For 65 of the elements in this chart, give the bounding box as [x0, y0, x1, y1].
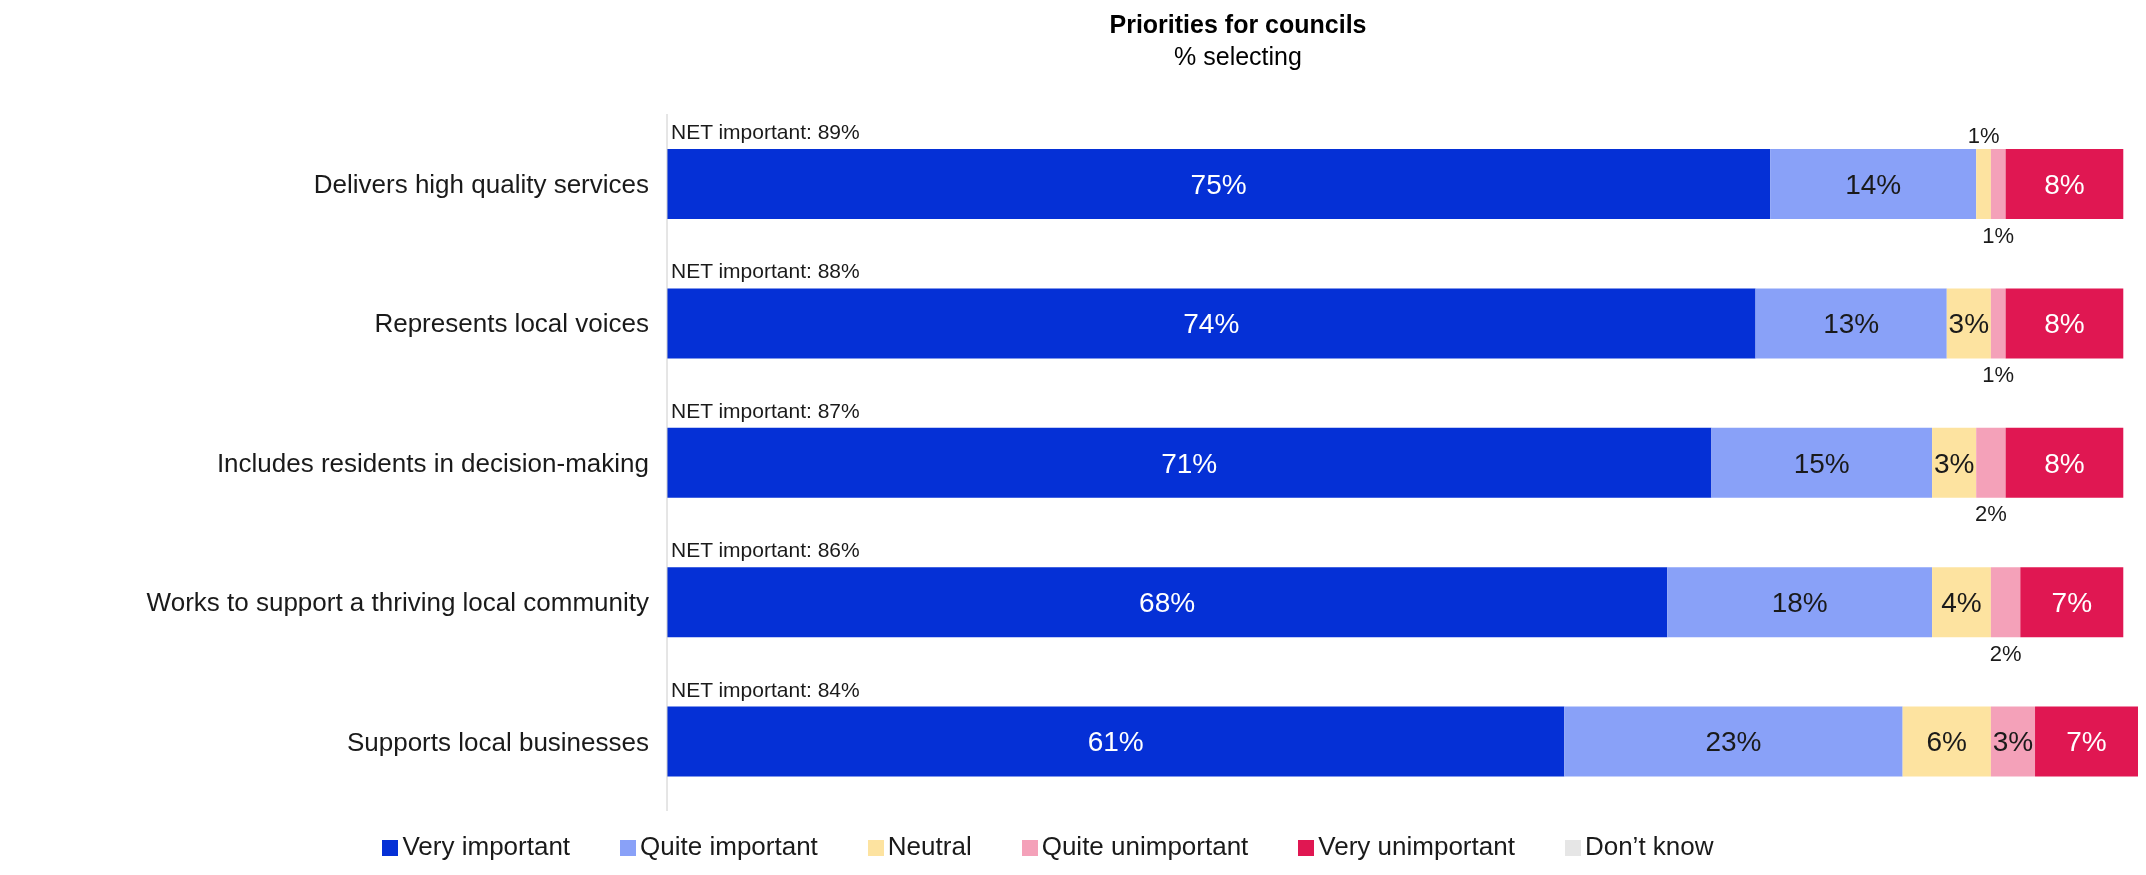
y-tick-label: Includes residents in decision-making — [216, 447, 649, 478]
legend-label: Very important — [402, 831, 571, 861]
bar — [1564, 706, 1903, 777]
bar — [667, 149, 1771, 219]
bar — [2005, 288, 2124, 359]
data-label: 61% — [1087, 726, 1144, 758]
data-label: 13% — [1823, 308, 1880, 340]
data-label: 4% — [1941, 587, 1982, 618]
data-label: 8% — [2044, 168, 2085, 200]
bar — [1990, 149, 2006, 219]
bar — [667, 706, 1565, 777]
chart-subtitle: % selecting — [1173, 41, 1303, 72]
bar — [1770, 149, 1977, 219]
data-label: 3% — [1948, 308, 1990, 340]
data-label: 74% — [1183, 308, 1240, 340]
data-label: 2% — [1989, 640, 2022, 666]
bar — [1990, 288, 2006, 359]
data-label: 7% — [2051, 587, 2093, 618]
y-tick-label: Supports local businesses — [346, 726, 649, 757]
data-label: 1% — [1982, 362, 2015, 387]
bar — [1755, 288, 1947, 359]
data-label: 23% — [1705, 726, 1762, 758]
bar — [2005, 427, 2124, 498]
bar — [2035, 706, 2138, 777]
y-tick-label: Works to support a thriving local community — [146, 587, 649, 618]
annotation: NET important: 88% — [671, 259, 860, 283]
y-tick-label: Delivers high quality services — [313, 168, 649, 199]
legend-label: Quite important — [640, 831, 818, 861]
bar — [1990, 567, 2021, 638]
bar — [1902, 706, 1991, 777]
annotation: NET important: 89% — [671, 120, 860, 143]
legend-label: Don’t know — [1584, 831, 1714, 861]
y-tick-label: Represents local voices — [374, 308, 649, 339]
data-label: 1% — [1967, 123, 2000, 148]
legend-label: Quite unimportant — [1041, 831, 1249, 861]
bar — [1976, 427, 2006, 498]
bar — [1711, 427, 1933, 498]
legend-label: Very unimportant — [1318, 831, 1515, 861]
annotation: NET important: 86% — [671, 538, 860, 562]
bar — [2005, 149, 2124, 219]
annotation: NET important: 84% — [671, 677, 860, 701]
data-label: 7% — [2066, 726, 2107, 758]
data-label: 3% — [1933, 447, 1975, 479]
bar — [1932, 567, 1991, 638]
data-label: 1% — [1982, 222, 2015, 248]
bar — [667, 567, 1668, 638]
bar — [667, 288, 1756, 359]
data-label: 71% — [1161, 447, 1218, 479]
data-label: 2% — [1975, 501, 2007, 527]
data-label: 15% — [1793, 447, 1850, 479]
data-label: 18% — [1771, 587, 1828, 618]
bar — [1667, 567, 1933, 638]
data-label: 14% — [1845, 168, 1902, 200]
data-label: 3% — [1992, 726, 2034, 758]
data-label: 68% — [1139, 587, 1196, 618]
annotation: NET important: 87% — [671, 398, 860, 422]
data-label: 8% — [2044, 447, 2085, 479]
data-label: 75% — [1190, 168, 1247, 200]
legend-label: Neutral — [887, 831, 972, 861]
data-label: 6% — [1926, 726, 1967, 758]
bar — [1976, 149, 1991, 219]
chart-title: Priorities for councils — [1108, 9, 1368, 40]
bar — [667, 427, 1712, 498]
bar — [2020, 567, 2124, 638]
data-label: 8% — [2044, 308, 2085, 340]
